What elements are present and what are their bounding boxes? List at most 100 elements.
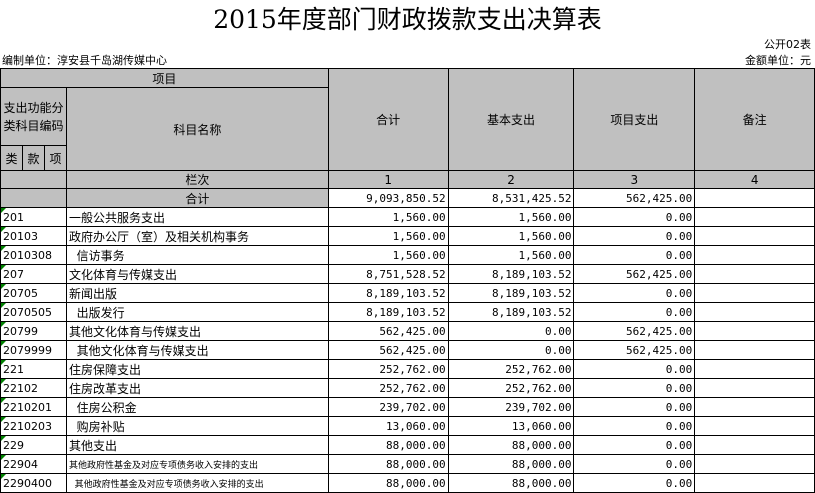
row-subject-name: 信访事务 [66,246,328,265]
total-row-label: 合计 [66,189,328,208]
row-basic: 239,702.00 [448,398,574,417]
row-basic: 0.00 [448,322,574,341]
row-project: 0.00 [574,360,695,379]
row-basic: 8,189,103.52 [448,265,574,284]
row-total: 562,425.00 [328,341,448,360]
row-note [695,208,815,227]
row-total: 252,762.00 [328,379,448,398]
row-code: 221 [1,360,67,379]
row-total: 1,560.00 [328,227,448,246]
col-index-1: 1 [328,171,448,189]
row-project: 0.00 [574,227,695,246]
total-row-note [695,189,815,208]
row-total: 13,060.00 [328,417,448,436]
row-note [695,417,815,436]
row-total: 8,189,103.52 [328,303,448,322]
row-project: 562,425.00 [574,265,695,284]
row-subject-name: 其他政府性基金及对应专项债务收入安排的支出 [66,474,328,493]
row-project: 0.00 [574,436,695,455]
row-total: 88,000.00 [328,474,448,493]
cell-marker-icon [1,284,6,289]
row-total: 1,560.00 [328,208,448,227]
row-project: 0.00 [574,208,695,227]
row-code: 22904 [1,455,67,474]
row-code: 20103 [1,227,67,246]
row-basic: 88,000.00 [448,474,574,493]
row-project: 0.00 [574,398,695,417]
cell-marker-icon [1,398,6,403]
row-basic: 0.00 [448,341,574,360]
row-code: 2210201 [1,398,67,417]
cell-marker-icon [1,227,6,232]
table-row: 2210203 购房补贴 13,060.00 13,060.00 0.00 [1,417,815,436]
row-project: 0.00 [574,246,695,265]
row-note [695,379,815,398]
row-code: 22102 [1,379,67,398]
header-kuan: 款 [22,146,44,171]
header-basic: 基本支出 [448,69,574,171]
row-basic: 88,000.00 [448,436,574,455]
expenditure-table: 项目 合计 基本支出 项目支出 备注 支出功能分类科目编码 科目名称 类 款 项… [0,68,815,493]
row-label-lanci: 栏次 [66,171,328,189]
row-project: 0.00 [574,379,695,398]
row-note [695,265,815,284]
total-row-basic: 8,531,425.52 [448,189,574,208]
row-note [695,284,815,303]
cell-marker-icon [1,436,6,441]
row-total: 239,702.00 [328,398,448,417]
table-row: 2010308 信访事务 1,560.00 1,560.00 0.00 [1,246,815,265]
row-total: 1,560.00 [328,246,448,265]
row-subject-name: 政府办公厅（室）及相关机构事务 [66,227,328,246]
col-index-3: 3 [574,171,695,189]
row-total: 8,751,528.52 [328,265,448,284]
row-note [695,474,815,493]
form-number: 公开02表 [764,38,811,52]
row-note [695,303,815,322]
row-basic: 88,000.00 [448,455,574,474]
row-code: 20705 [1,284,67,303]
row-basic: 252,762.00 [448,360,574,379]
row-subject-name: 其他文化体育与传媒支出 [66,322,328,341]
row-note [695,341,815,360]
row-code: 2079999 [1,341,67,360]
row-basic: 13,060.00 [448,417,574,436]
cell-marker-icon [1,265,6,270]
table-row: 201 一般公共服务支出 1,560.00 1,560.00 0.00 [1,208,815,227]
row-code: 229 [1,436,67,455]
row-subject-name: 出版发行 [66,303,328,322]
header-note: 备注 [695,69,815,171]
total-row-total: 9,093,850.52 [328,189,448,208]
row-basic: 8,189,103.52 [448,303,574,322]
row-project: 0.00 [574,474,695,493]
row-subject-name: 其他支出 [66,436,328,455]
table-row: 20705 新闻出版 8,189,103.52 8,189,103.52 0.00 [1,284,815,303]
cell-marker-icon [1,379,6,384]
table-row: 2290400 其他政府性基金及对应专项债务收入安排的支出 88,000.00 88… [1,474,815,493]
row-project: 0.00 [574,303,695,322]
table-row: 22904 其他政府性基金及对应专项债务收入安排的支出 88,000.00 88,00… [1,455,815,474]
row-note [695,322,815,341]
cell-marker-icon [1,455,6,460]
row-code: 2010308 [1,246,67,265]
row-basic: 1,560.00 [448,246,574,265]
row-code: 207 [1,265,67,284]
header-lei: 类 [1,146,23,171]
table-row: 2210201 住房公积金 239,702.00 239,702.00 0.00 [1,398,815,417]
row-subject-name: 其他政府性基金及对应专项债务收入安排的支出 [66,455,328,474]
total-row-project: 562,425.00 [574,189,695,208]
table-row: 207 文化体育与传媒支出 8,751,528.52 8,189,103.52 562,… [1,265,815,284]
header-total: 合计 [328,69,448,171]
table-row: 221 住房保障支出 252,762.00 252,762.00 0.00 [1,360,815,379]
table-row: 229 其他支出 88,000.00 88,000.00 0.00 [1,436,815,455]
report-title: 2015年度部门财政拨款支出决算表 [0,0,815,40]
row-project: 562,425.00 [574,341,695,360]
row-project: 562,425.00 [574,322,695,341]
compiling-unit: 编制单位：淳安县千岛湖传媒中心 [2,54,167,68]
cell-marker-icon [1,360,6,365]
row-subject-name: 文化体育与传媒支出 [66,265,328,284]
cell-marker-icon [1,474,6,479]
table-row: 2070505 出版发行 8,189,103.52 8,189,103.52 0.00 [1,303,815,322]
row-project: 0.00 [574,284,695,303]
row-note [695,227,815,246]
row-basic: 1,560.00 [448,208,574,227]
